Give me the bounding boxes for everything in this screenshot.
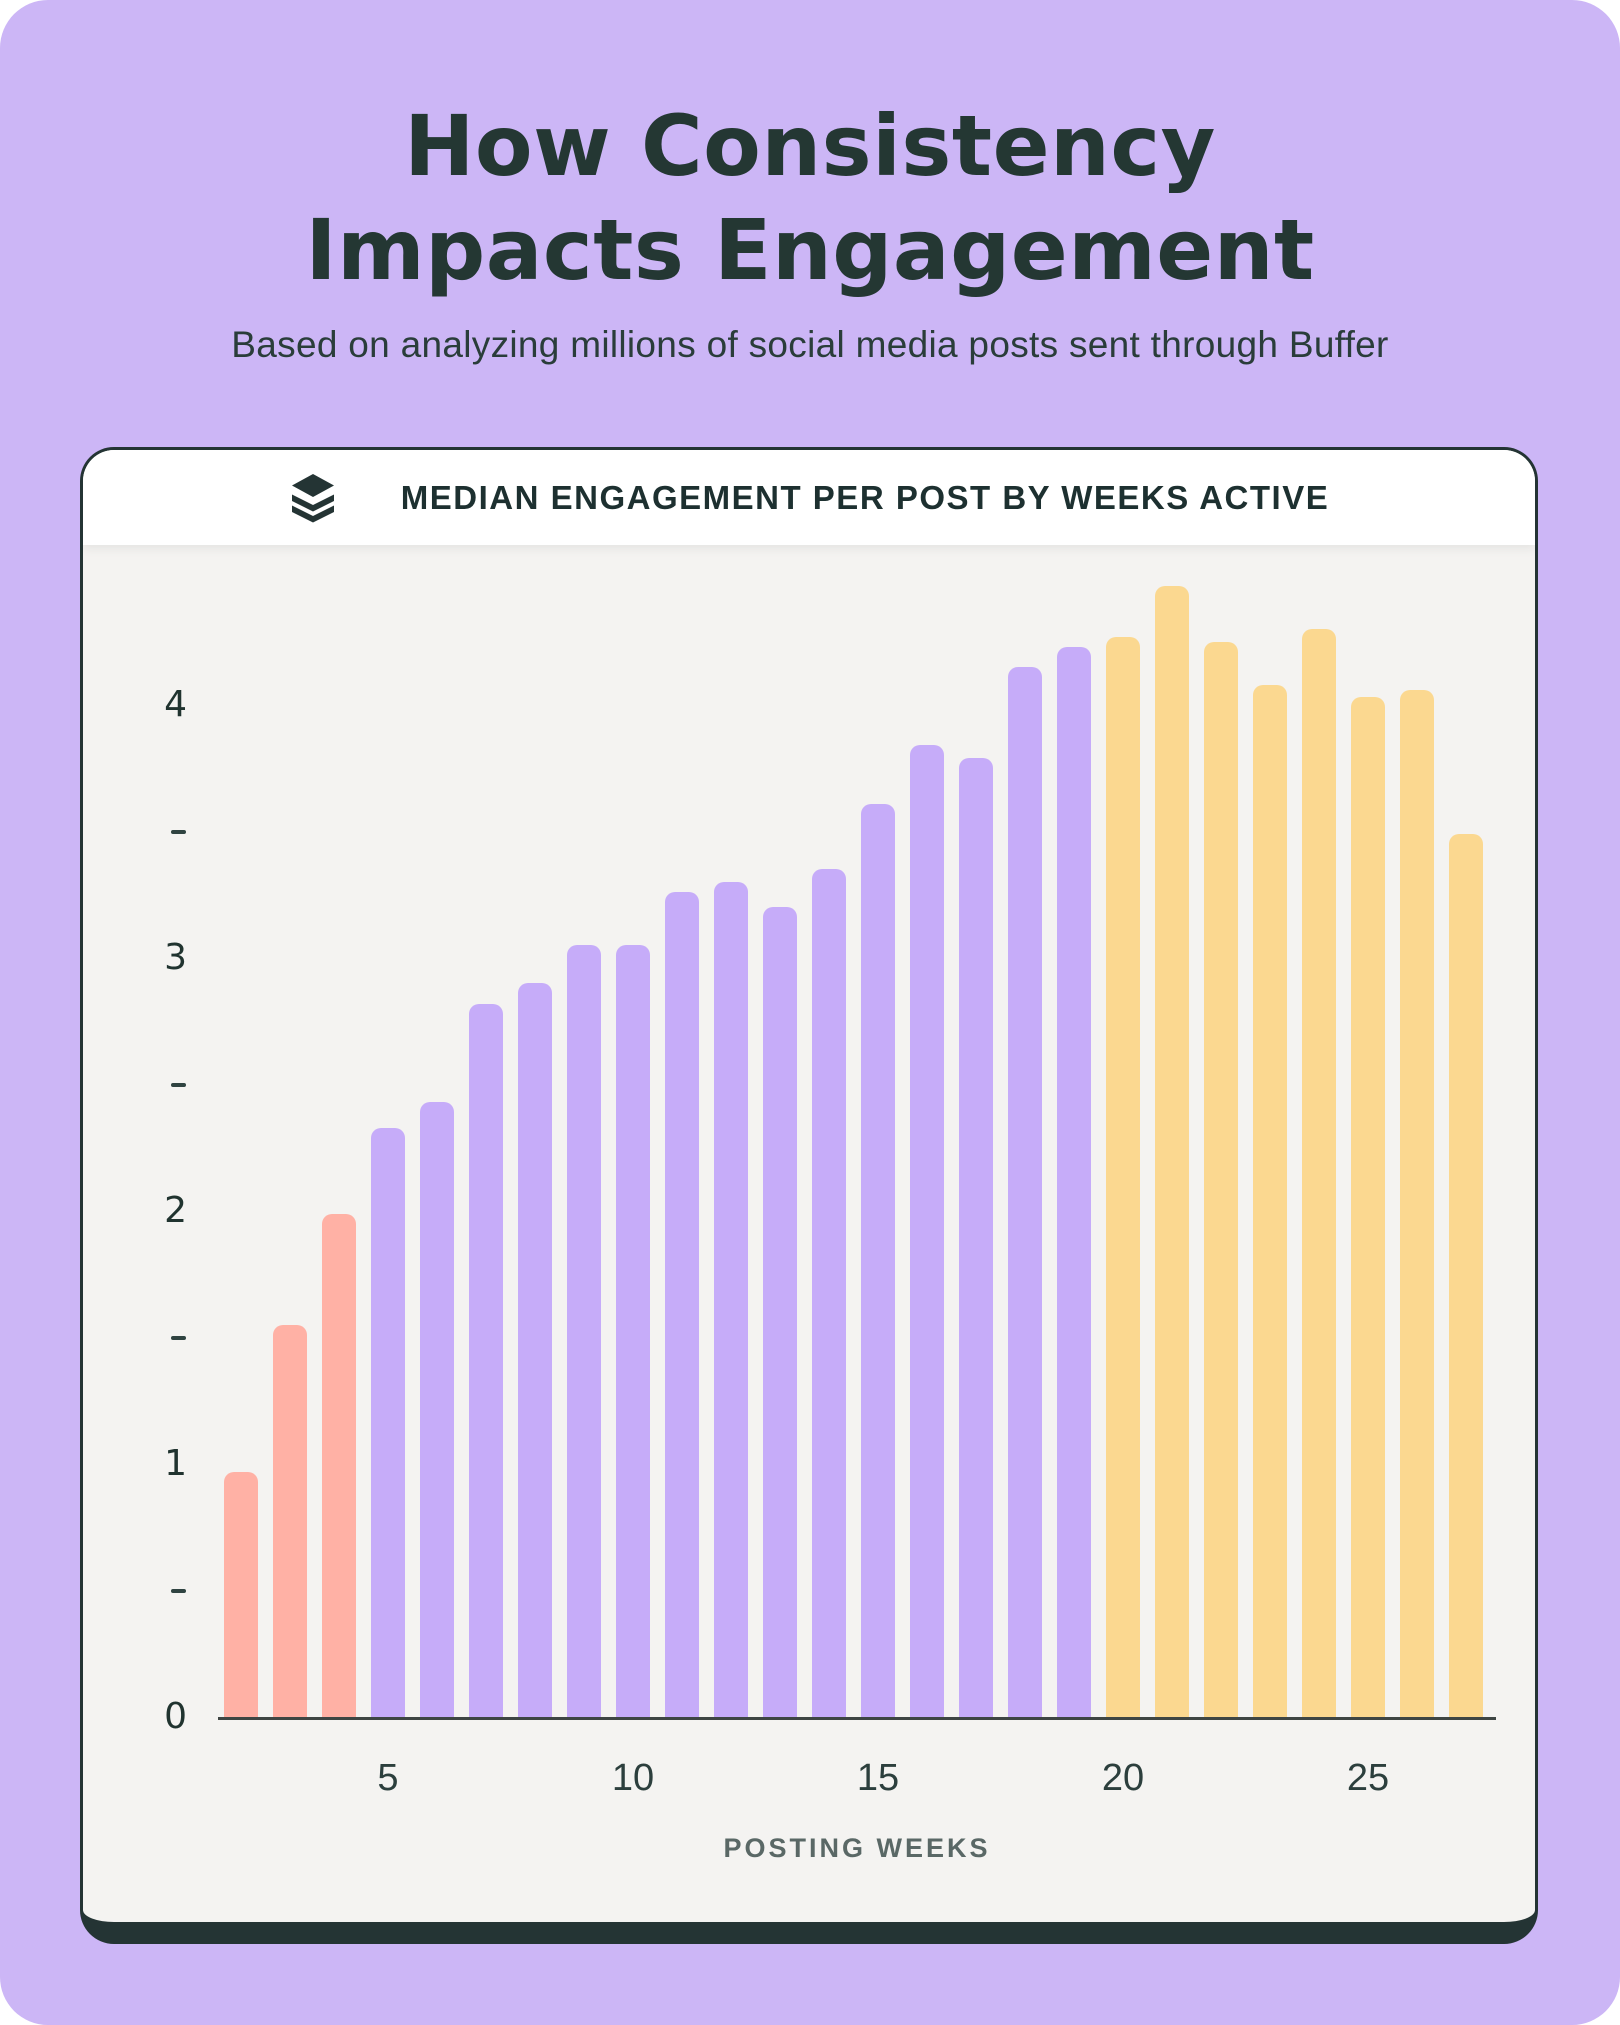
bar-week-10	[616, 945, 650, 1717]
bar-week-3	[273, 1324, 307, 1717]
bar-week-5	[371, 1127, 405, 1717]
bar-week-13	[763, 907, 797, 1717]
bar-week-2	[224, 1471, 258, 1717]
bar-week-11	[665, 892, 699, 1717]
buffer-logo-icon	[291, 473, 334, 522]
x-tick-25: 25	[1346, 1757, 1390, 1799]
bar-week-26	[1400, 689, 1434, 1717]
bar-week-24	[1302, 629, 1336, 1717]
bar-week-21	[1155, 586, 1189, 1717]
y-tick-3: 3	[164, 937, 187, 978]
bar-week-14	[812, 869, 846, 1717]
y-minor-tick-0.5	[171, 1588, 186, 1593]
y-minor-tick-1.5	[171, 1335, 186, 1340]
y-tick-2: 2	[164, 1190, 187, 1231]
x-tick-10: 10	[611, 1757, 655, 1799]
bar-week-25	[1351, 697, 1385, 1717]
bar-week-22	[1204, 641, 1238, 1717]
bar-week-9	[567, 945, 601, 1717]
bar-week-16	[910, 745, 944, 1717]
bar-week-8	[518, 983, 552, 1717]
x-tick-5: 5	[377, 1757, 399, 1799]
page-subtitle: Based on analyzing millions of social me…	[231, 324, 1389, 366]
bar-week-7	[469, 1003, 503, 1717]
bar-week-23	[1253, 684, 1287, 1717]
bar-week-15	[861, 803, 895, 1717]
bar-week-27	[1449, 834, 1483, 1717]
x-tick-20: 20	[1101, 1757, 1145, 1799]
x-axis-label: POSTING WEEKS	[723, 1833, 991, 1863]
chart-card-header: MEDIAN ENGAGEMENT PER POST BY WEEKS ACTI…	[83, 450, 1535, 545]
bar-week-12	[714, 882, 748, 1717]
chart-title: MEDIAN ENGAGEMENT PER POST BY WEEKS ACTI…	[400, 478, 1330, 516]
chart-card: MEDIAN ENGAGEMENT PER POST BY WEEKS ACTI…	[80, 447, 1538, 1944]
y-minor-tick-3.5	[171, 829, 186, 834]
bar-week-17	[959, 758, 993, 1717]
bar-week-20	[1106, 636, 1140, 1717]
x-tick-15: 15	[856, 1757, 900, 1799]
bar-week-4	[322, 1213, 356, 1717]
y-tick-1: 1	[164, 1443, 187, 1484]
y-tick-0: 0	[164, 1696, 187, 1737]
bar-week-6	[420, 1102, 454, 1717]
y-tick-4: 4	[164, 684, 187, 725]
bar-week-19	[1057, 646, 1091, 1717]
bar-week-18	[1008, 667, 1042, 1717]
x-axis-line	[218, 1717, 1496, 1720]
chart-plot-area: 0 1 2 3 4 5 10 15 20 25 POSTING WEEKS	[83, 545, 1535, 1922]
y-minor-tick-2.5	[171, 1082, 186, 1087]
page-title: How Consistency Impacts Engagement	[305, 97, 1315, 300]
